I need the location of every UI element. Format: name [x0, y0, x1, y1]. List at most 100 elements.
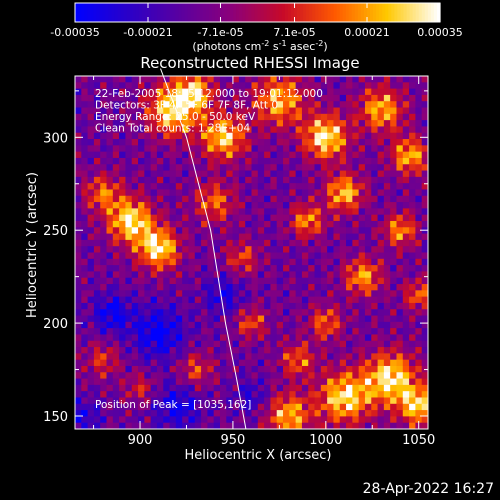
heatmap-cell	[163, 246, 170, 253]
heatmap-cell	[188, 277, 196, 285]
heatmap-cell	[415, 284, 423, 291]
heatmap-cell	[421, 403, 429, 411]
heatmap-cell	[194, 239, 202, 247]
heatmap-cell	[182, 340, 189, 348]
heatmap-cell	[207, 183, 215, 190]
heatmap-cell	[301, 145, 309, 153]
heatmap-cell	[358, 258, 366, 266]
heatmap-cell	[138, 353, 145, 361]
heatmap-cell	[396, 157, 404, 165]
heatmap-cell	[421, 340, 429, 348]
heatmap-cell	[358, 334, 366, 342]
heatmap-cell	[175, 372, 183, 379]
heatmap-cell	[251, 82, 259, 90]
heatmap-cell	[251, 365, 259, 373]
heatmap-cell	[182, 183, 189, 190]
heatmap-cell	[346, 296, 353, 304]
heatmap-cell	[251, 321, 259, 329]
heatmap-cell	[364, 164, 372, 171]
heatmap-cell	[409, 290, 416, 298]
heatmap-cell	[377, 277, 385, 285]
heatmap-cell	[257, 246, 265, 253]
heatmap-cell	[81, 239, 89, 247]
heatmap-cell	[182, 239, 189, 247]
heatmap-cell	[93, 132, 101, 140]
heatmap-cell	[238, 107, 246, 115]
heatmap-cell	[327, 302, 334, 310]
heatmap-cell	[169, 309, 177, 316]
heatmap-cell	[301, 157, 309, 165]
heatmap-cell	[396, 328, 404, 335]
heatmap-cell	[213, 416, 221, 424]
heatmap-cell	[112, 151, 120, 159]
heatmap-cell	[409, 176, 416, 184]
heatmap-cell	[364, 113, 372, 121]
heatmap-cell	[371, 227, 378, 234]
heatmap-cell	[75, 94, 82, 102]
heatmap-cell	[119, 290, 126, 298]
heatmap-cell	[289, 271, 297, 279]
heatmap-cell	[327, 113, 334, 121]
colorbar-segment	[178, 3, 183, 22]
heatmap-cell	[81, 372, 89, 379]
heatmap-cell	[390, 176, 397, 184]
heatmap-cell	[283, 139, 290, 146]
heatmap-cell	[295, 113, 303, 121]
heatmap-cell	[301, 359, 309, 367]
heatmap-cell	[276, 113, 284, 121]
heatmap-cell	[276, 132, 284, 140]
heatmap-cell	[320, 321, 328, 329]
heatmap-cell	[112, 290, 120, 298]
heatmap-cell	[251, 378, 259, 386]
heatmap-cell	[339, 365, 347, 373]
heatmap-cell	[81, 101, 89, 108]
heatmap-cell	[390, 94, 397, 102]
heatmap-cell	[402, 94, 410, 102]
heatmap-cell	[327, 397, 334, 405]
heatmap-cell	[213, 340, 221, 348]
heatmap-cell	[138, 403, 145, 411]
heatmap-cell	[333, 397, 341, 405]
heatmap-cell	[383, 277, 391, 285]
heatmap-cell	[352, 94, 360, 102]
heatmap-cell	[283, 315, 290, 323]
heatmap-cell	[257, 151, 265, 159]
heatmap-cell	[125, 403, 133, 411]
heatmap-cell	[131, 239, 139, 247]
heatmap-cell	[75, 315, 82, 323]
heatmap-cell	[238, 189, 246, 197]
heatmap-cell	[346, 246, 353, 253]
heatmap-cell	[276, 252, 284, 260]
heatmap-cell	[346, 277, 353, 285]
heatmap-cell	[131, 397, 139, 405]
heatmap-cell	[163, 220, 170, 228]
heatmap-cell	[333, 353, 341, 361]
heatmap-cell	[207, 82, 215, 90]
heatmap-cell	[188, 214, 196, 222]
heatmap-cell	[283, 246, 290, 253]
heatmap-cell	[339, 76, 347, 83]
heatmap-cell	[320, 302, 328, 310]
heatmap-cell	[207, 315, 215, 323]
heatmap-cell	[390, 82, 397, 90]
heatmap-cell	[421, 290, 429, 298]
heatmap-cell	[150, 94, 158, 102]
heatmap-cell	[327, 94, 334, 102]
heatmap-cell	[81, 296, 89, 304]
colorbar-tick-label: 7.1e-05	[273, 26, 315, 39]
colorbar-segment	[370, 3, 374, 22]
heatmap-cell	[182, 139, 189, 146]
heatmap-cell	[144, 410, 152, 417]
heatmap-cell	[270, 132, 278, 140]
heatmap-cell	[232, 252, 240, 260]
heatmap-cell	[150, 315, 158, 323]
heatmap-cell	[320, 359, 328, 367]
heatmap-cell	[327, 378, 334, 386]
heatmap-cell	[81, 391, 89, 398]
heatmap-cell	[358, 365, 366, 373]
heatmap-cell	[358, 265, 366, 272]
heatmap-cell	[194, 76, 202, 83]
heatmap-cell	[138, 422, 145, 430]
heatmap-cell	[93, 391, 101, 398]
heatmap-cell	[169, 252, 177, 260]
